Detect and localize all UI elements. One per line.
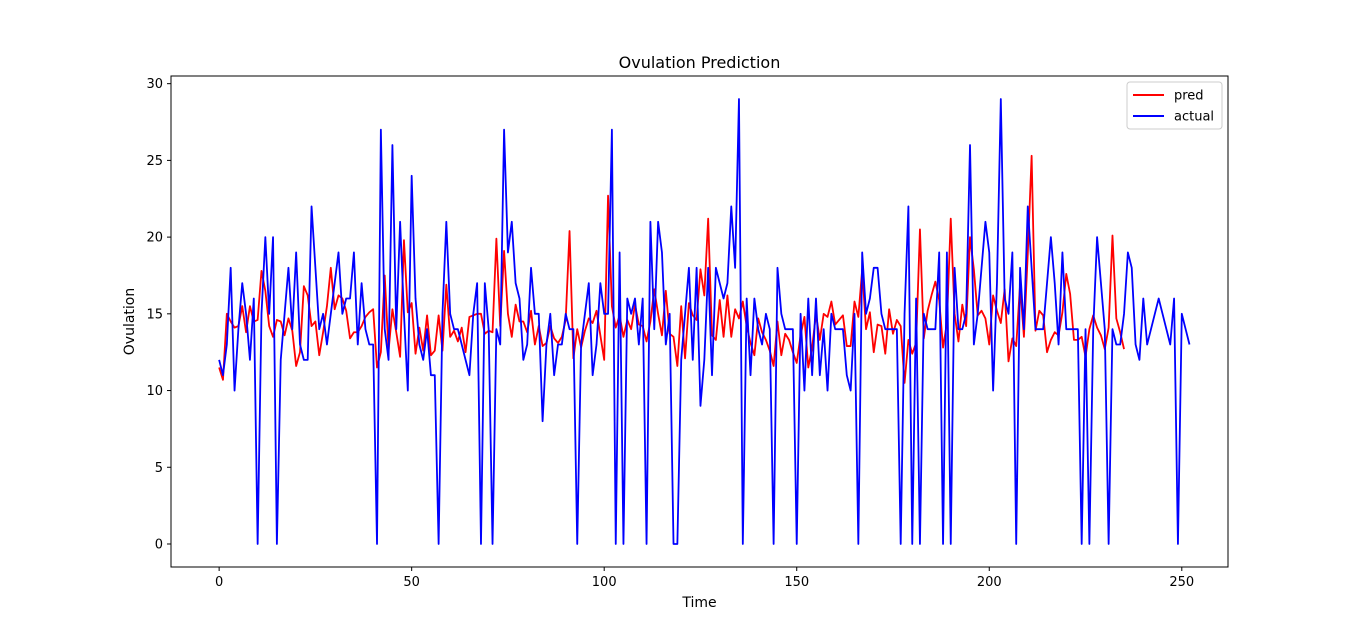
x-tick-label: 100	[592, 575, 617, 590]
plot-frame	[170, 75, 1229, 568]
x-tick-label: 200	[977, 575, 1002, 590]
y-tick-label: 30	[146, 77, 163, 92]
x-tick-label: 0	[215, 575, 223, 590]
y-tick-label: 5	[155, 461, 163, 476]
y-tick-label: 0	[155, 537, 163, 552]
y-axis-title: Ovulation	[122, 288, 138, 355]
x-axis-title: Time	[681, 595, 716, 611]
x-axis-ticks: 0 50 100 150 200 250	[215, 567, 1194, 590]
legend-box	[1126, 81, 1223, 130]
legend-label-pred: pred	[1174, 89, 1204, 104]
y-tick-label: 20	[146, 231, 163, 246]
y-tick-label: 15	[146, 307, 163, 322]
y-tick-label: 10	[146, 384, 163, 399]
plot-area	[170, 75, 1229, 568]
chart-title: Ovulation Prediction	[619, 53, 781, 72]
series-layer	[218, 98, 1191, 545]
y-axis-ticks: 0 5 10 15 20 25 30	[146, 77, 171, 552]
x-tick-label: 250	[1169, 575, 1194, 590]
legend-label-actual: actual	[1174, 110, 1214, 125]
x-tick-label: 150	[784, 575, 809, 590]
series-line-actual	[218, 98, 1191, 545]
y-tick-label: 25	[146, 154, 163, 169]
series-line-pred	[218, 154, 1125, 384]
legend: pred actual	[1126, 81, 1223, 130]
x-tick-label: 50	[403, 575, 420, 590]
